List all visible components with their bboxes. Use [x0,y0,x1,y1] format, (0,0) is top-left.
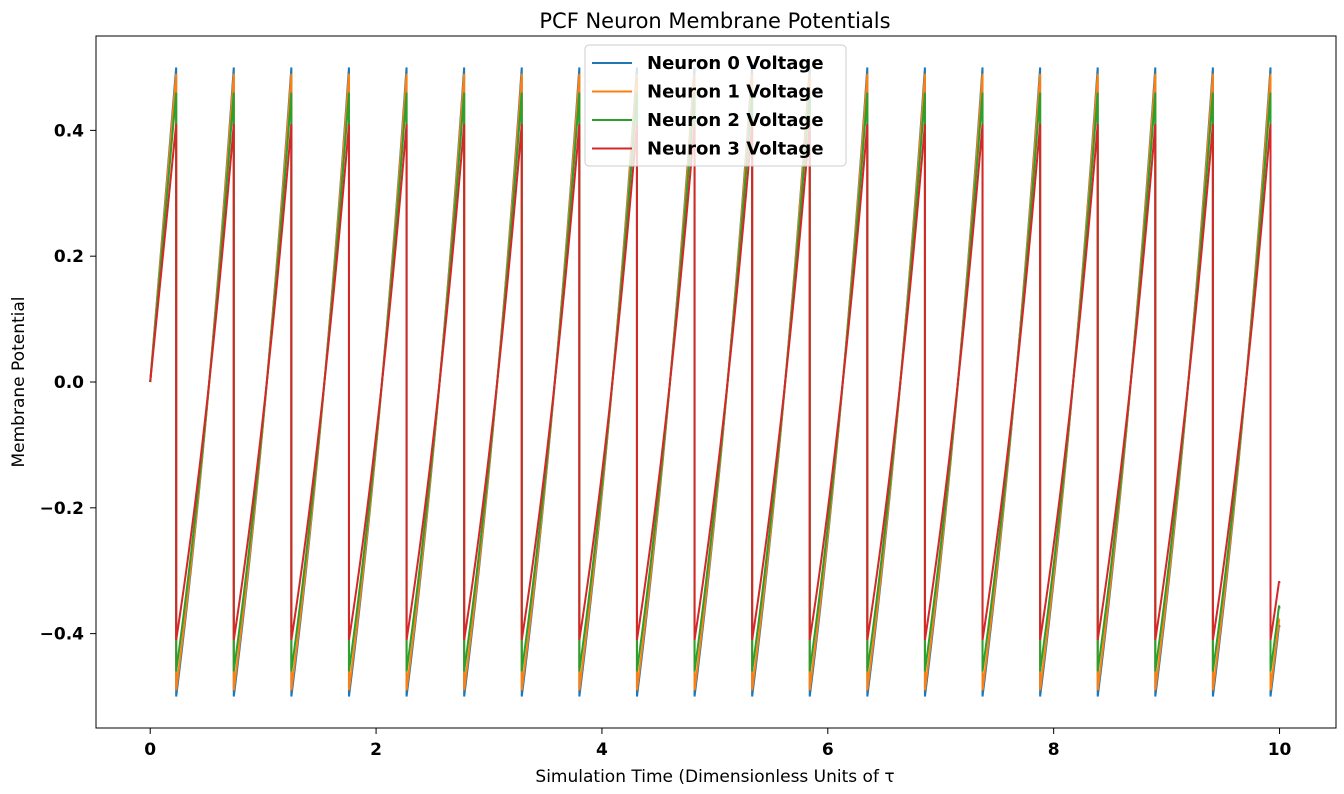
y-tick-label: −0.2 [40,499,84,519]
legend-label: Neuron 2 Voltage [647,110,824,131]
x-tick-label: 0 [144,740,156,760]
x-axis-title: Simulation Time (Dimensionless Units of … [535,767,894,787]
x-tick-label: 10 [1268,740,1292,760]
y-tick-label: −0.4 [40,625,85,645]
legend-box [584,44,847,167]
y-tick-label: 0.0 [54,373,84,393]
legend-label: Neuron 0 Voltage [647,53,824,74]
x-tick-label: 6 [822,740,834,760]
chart-title: PCF Neuron Membrane Potentials [539,9,890,33]
y-tick-label: 0.2 [54,247,84,267]
y-tick-label: 0.4 [54,121,84,141]
legend-label: Neuron 3 Voltage [647,139,824,160]
x-tick-label: 8 [1048,740,1060,760]
legend-label: Neuron 1 Voltage [647,82,824,103]
y-axis-ticks: −0.4 −0.2 0.0 0.2 0.4 [40,121,96,645]
x-tick-label: 4 [596,740,608,760]
y-axis-title: Membrane Potential [9,297,29,468]
x-axis-ticks: 0 2 4 6 8 10 [144,728,1292,760]
x-tick-label: 2 [370,740,382,760]
legend: Neuron 0 Voltage Neuron 1 Voltage Neuron 2… [584,44,847,167]
